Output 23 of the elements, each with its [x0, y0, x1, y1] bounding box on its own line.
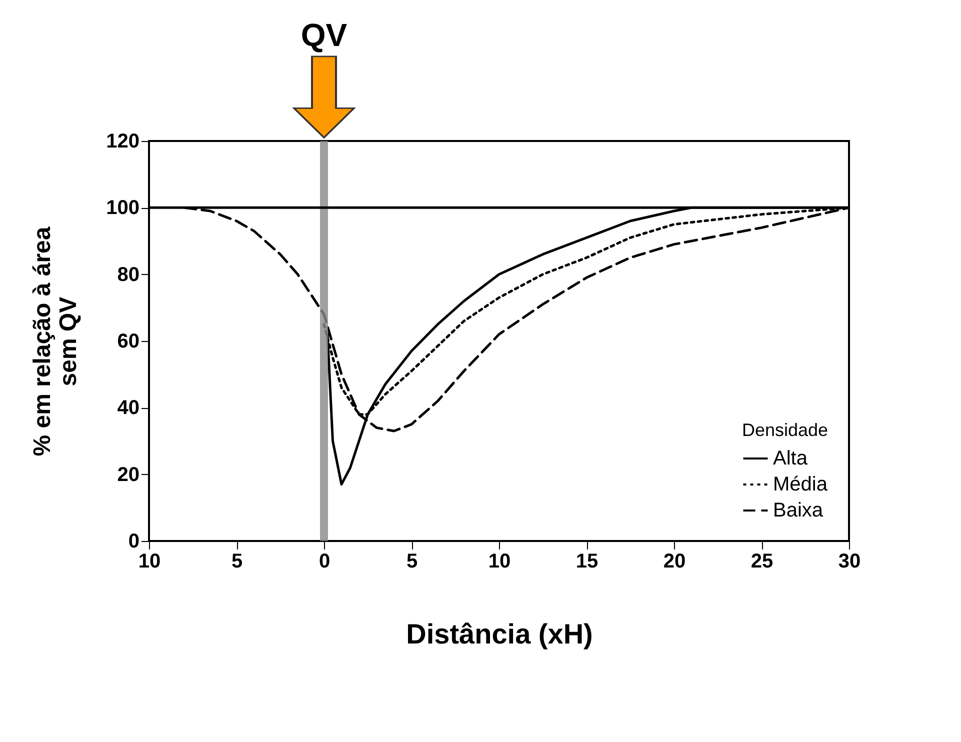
- x-tick-label: 30: [838, 550, 861, 572]
- x-tick-label: 15: [576, 550, 598, 572]
- legend-title: Densidade: [742, 420, 828, 440]
- y-tick-label: 20: [117, 464, 140, 486]
- y-tick-label: 60: [117, 330, 140, 352]
- ref-line-label: QV: [300, 17, 348, 53]
- x-tick-label: 10: [488, 550, 511, 572]
- y-axis-title: % em relação à área sem QV: [29, 226, 82, 456]
- y-tick-label: 100: [106, 197, 140, 220]
- legend-label: Média: [773, 474, 828, 496]
- x-tick-label: 0: [318, 550, 330, 572]
- y-tick-label: 0: [128, 530, 140, 552]
- y-tick-label: 80: [117, 264, 140, 286]
- x-tick-label: 5: [231, 550, 243, 572]
- y-tick-label: 120: [106, 130, 140, 152]
- x-axis-title: Distância (xH): [406, 618, 593, 650]
- x-tick-label: 25: [750, 550, 774, 572]
- x-tick-label: 5: [406, 550, 418, 572]
- y-tick-label: 40: [117, 397, 140, 420]
- legend-label: Alta: [773, 448, 808, 470]
- legend-label: Baixa: [773, 500, 824, 522]
- x-tick-label: 10: [138, 550, 161, 572]
- x-tick-label: 20: [663, 550, 686, 572]
